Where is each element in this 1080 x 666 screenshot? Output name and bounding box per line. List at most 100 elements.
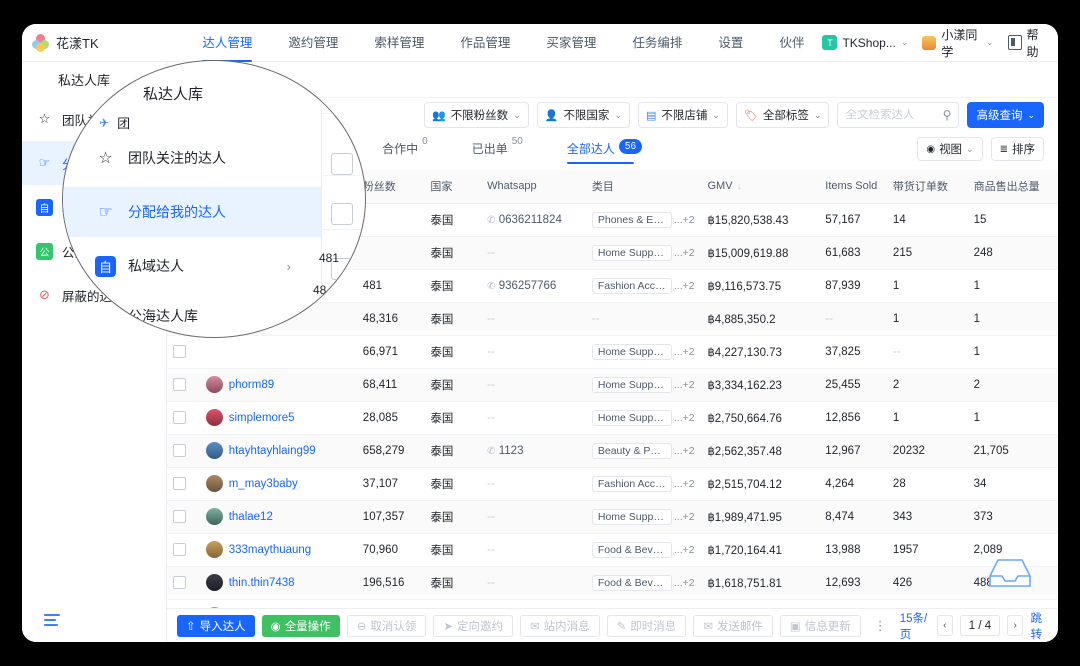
row-select-cell[interactable] [167, 566, 200, 600]
row-checkbox[interactable] [173, 411, 186, 424]
nav-tab-creator-management[interactable]: 达人管理 [184, 24, 270, 62]
status-tab-all-creators[interactable]: 全部达人 56 [545, 132, 664, 166]
table-row[interactable]: m_may3baby 37,107 泰国 -- Fashion Acce... ...+2… [167, 467, 1058, 501]
row-select-cell[interactable] [167, 203, 200, 237]
more-actions-icon[interactable]: ⋮ [873, 617, 887, 633]
shop-selector[interactable]: T TKShop... ⌄ [822, 35, 908, 50]
info-update-button[interactable]: ▣ 信息更新 [779, 614, 861, 637]
creator-id-cell[interactable]: hom [199, 269, 357, 303]
creator-id-cell[interactable]: thalae12 [199, 500, 357, 534]
sidebar-collapse-toggle[interactable] [44, 614, 60, 628]
brand-logo[interactable]: 花漾TK [22, 33, 164, 52]
sidebar-item-private-creators[interactable]: 自 私域达人 › [22, 185, 166, 229]
next-page-button[interactable]: › [1006, 615, 1024, 636]
creator-username[interactable]: thin.thin7438 [228, 576, 295, 589]
sidebar-item-blocked[interactable]: ⊘ 屏蔽的达人 [22, 273, 166, 317]
row-checkbox[interactable] [173, 510, 186, 523]
nav-tab-buyer-management[interactable]: 买家管理 [546, 35, 597, 50]
creator-id-cell[interactable]: m_may3baby [199, 467, 357, 501]
import-creators-button[interactable]: ⇧ 导入达人 [177, 614, 255, 637]
sidebar-item-assigned-to-me[interactable]: ☞ 分配给我的达人 [22, 141, 166, 185]
creator-username[interactable]: 333maythuaung [228, 543, 312, 556]
nav-tab-partners[interactable]: 伙伴 [779, 35, 805, 50]
col-category[interactable]: 类目 [585, 170, 702, 204]
sidebar-item-public-pool[interactable]: 公 公海达人库 [22, 229, 166, 273]
row-checkbox[interactable] [173, 279, 186, 292]
current-page-indicator[interactable]: 1 / 4 [959, 615, 1000, 636]
creator-id-cell[interactable] [199, 335, 357, 369]
cancel-claim-button[interactable]: ⊖ 取消认领 [346, 614, 427, 637]
nav-tab-task-schedule[interactable]: 任务编排 [632, 35, 683, 50]
targeted-invite-button[interactable]: ➤ 定向邀约 [433, 614, 513, 637]
send-email-button[interactable]: ✉ 发送邮件 [693, 614, 773, 637]
row-checkbox[interactable] [173, 213, 186, 226]
creator-id-cell[interactable]: thin.thin7438 [199, 566, 357, 600]
row-checkbox[interactable] [173, 312, 186, 325]
creator-username[interactable]: m_may3baby [228, 477, 298, 490]
creator-id-cell[interactable]: phorm89 [199, 368, 357, 402]
col-creator-id[interactable]: 达人ID [199, 170, 357, 204]
row-select-cell[interactable] [167, 236, 200, 270]
table-row[interactable]: htayhtayhlaing99 658,279 泰国 ✆ 1123 Beauty & … [167, 434, 1058, 468]
nav-tab-invitation-management[interactable]: 邀约管理 [288, 35, 339, 50]
refresh-icon[interactable] [177, 66, 204, 93]
status-tab-ordered[interactable]: 已出单 50 [450, 132, 545, 166]
row-checkbox[interactable] [173, 543, 186, 556]
table-row[interactable]: 泰国 ✆ 0636211824 Phones & Ele... ...+2 ฿15,82… [167, 203, 1058, 237]
select-all-header[interactable] [167, 170, 200, 204]
row-checkbox[interactable] [173, 378, 186, 391]
view-button[interactable]: ◉ 视图 ⌄ [917, 137, 983, 161]
filter-country[interactable]: 👤 不限国家 ⌄ [536, 102, 630, 128]
row-checkbox[interactable] [173, 246, 186, 259]
table-row[interactable]: hom 481 泰国 ✆ 936257766 Fashion Acce... ...+2 ฿… [167, 269, 1058, 303]
sort-button[interactable]: ≣ 排序 [990, 137, 1044, 161]
table-row[interactable]: 66,971 泰国 -- Home Supplies ...+2 ฿4,227,130.7… [167, 335, 1058, 369]
sidebar-item-team-followed[interactable]: ☆ 团队关注的达人 [22, 97, 166, 141]
creator-id-cell[interactable]: simplemore5 [199, 401, 357, 435]
creator-username[interactable]: htayhtayhlaing99 [228, 444, 316, 457]
filter-fans-count[interactable]: 👥 不限粉丝数 ⌄ [423, 102, 529, 128]
row-select-cell[interactable] [167, 533, 200, 567]
search-icon[interactable]: ⚲ [942, 108, 952, 122]
creator-username[interactable]: phorm89 [228, 378, 275, 391]
row-checkbox[interactable] [173, 576, 186, 589]
page-size-selector[interactable]: 15条/页 [899, 612, 928, 641]
creator-id-cell[interactable]: 333maythuaung [199, 533, 357, 567]
creator-id-cell[interactable] [199, 302, 357, 336]
bulk-operation-button[interactable]: ◉ 全量操作 [261, 614, 340, 637]
status-tab-cooperating[interactable]: 合作中 0 [360, 132, 450, 166]
table-row[interactable]: 333maythuaung 70,960 泰国 -- Food & Beve......… [167, 533, 1058, 567]
status-tab-contacted[interactable]: 已触达 6 [271, 132, 361, 166]
nav-tab-sample-management[interactable]: 索样管理 [374, 35, 425, 50]
nav-tab-content-management[interactable]: 作品管理 [460, 35, 511, 50]
site-message-button[interactable]: ✉ 站内消息 [519, 614, 600, 637]
row-select-cell[interactable] [167, 368, 200, 402]
row-select-cell[interactable] [167, 434, 200, 468]
creator-username[interactable]: simplemore5 [228, 411, 295, 424]
col-amount-sold[interactable]: 商品售出总金额 [1052, 170, 1058, 204]
table-row[interactable]: thin.thin7438 196,516 泰国 -- Food & Beve.....… [167, 566, 1058, 600]
sort-desc-icon[interactable]: ↓ [736, 181, 742, 193]
table-row[interactable]: phorm89 68,411 泰国 -- Home Supplies ...+2 ฿3,33… [167, 368, 1058, 402]
creator-username[interactable]: thalae12 [228, 510, 273, 523]
col-orders[interactable]: 带货订单数 [886, 170, 968, 204]
row-select-cell[interactable] [167, 401, 200, 435]
row-checkbox[interactable] [173, 444, 186, 457]
creator-username[interactable]: lizhimi [228, 246, 261, 259]
search-input[interactable] [845, 109, 938, 121]
user-menu[interactable]: 小漾同学 ⌄ [922, 26, 994, 60]
col-qty-sold[interactable]: 商品售出总量 [967, 170, 1053, 204]
col-country[interactable]: 国家 [424, 170, 482, 204]
row-checkbox[interactable] [173, 477, 186, 490]
instant-message-button[interactable]: ✎ 即时消息 [606, 614, 687, 637]
creator-id-cell[interactable]: lizhimi [199, 236, 357, 270]
col-items-sold[interactable]: Items Sold [819, 170, 887, 204]
table-row[interactable]: lizhimi 泰国 -- Home Supplies ...+2 ฿15,009,619… [167, 236, 1058, 270]
jump-page-button[interactable]: 跳转 [1030, 612, 1042, 641]
advanced-query-button[interactable]: 高级查询 ⌄ [967, 102, 1044, 128]
status-tab-not-contacted[interactable]: 未接触 0 [181, 132, 271, 166]
select-all-checkbox[interactable] [173, 179, 186, 193]
creator-id-cell[interactable] [199, 203, 357, 237]
col-gmv[interactable]: GMV ↓ [701, 170, 820, 204]
